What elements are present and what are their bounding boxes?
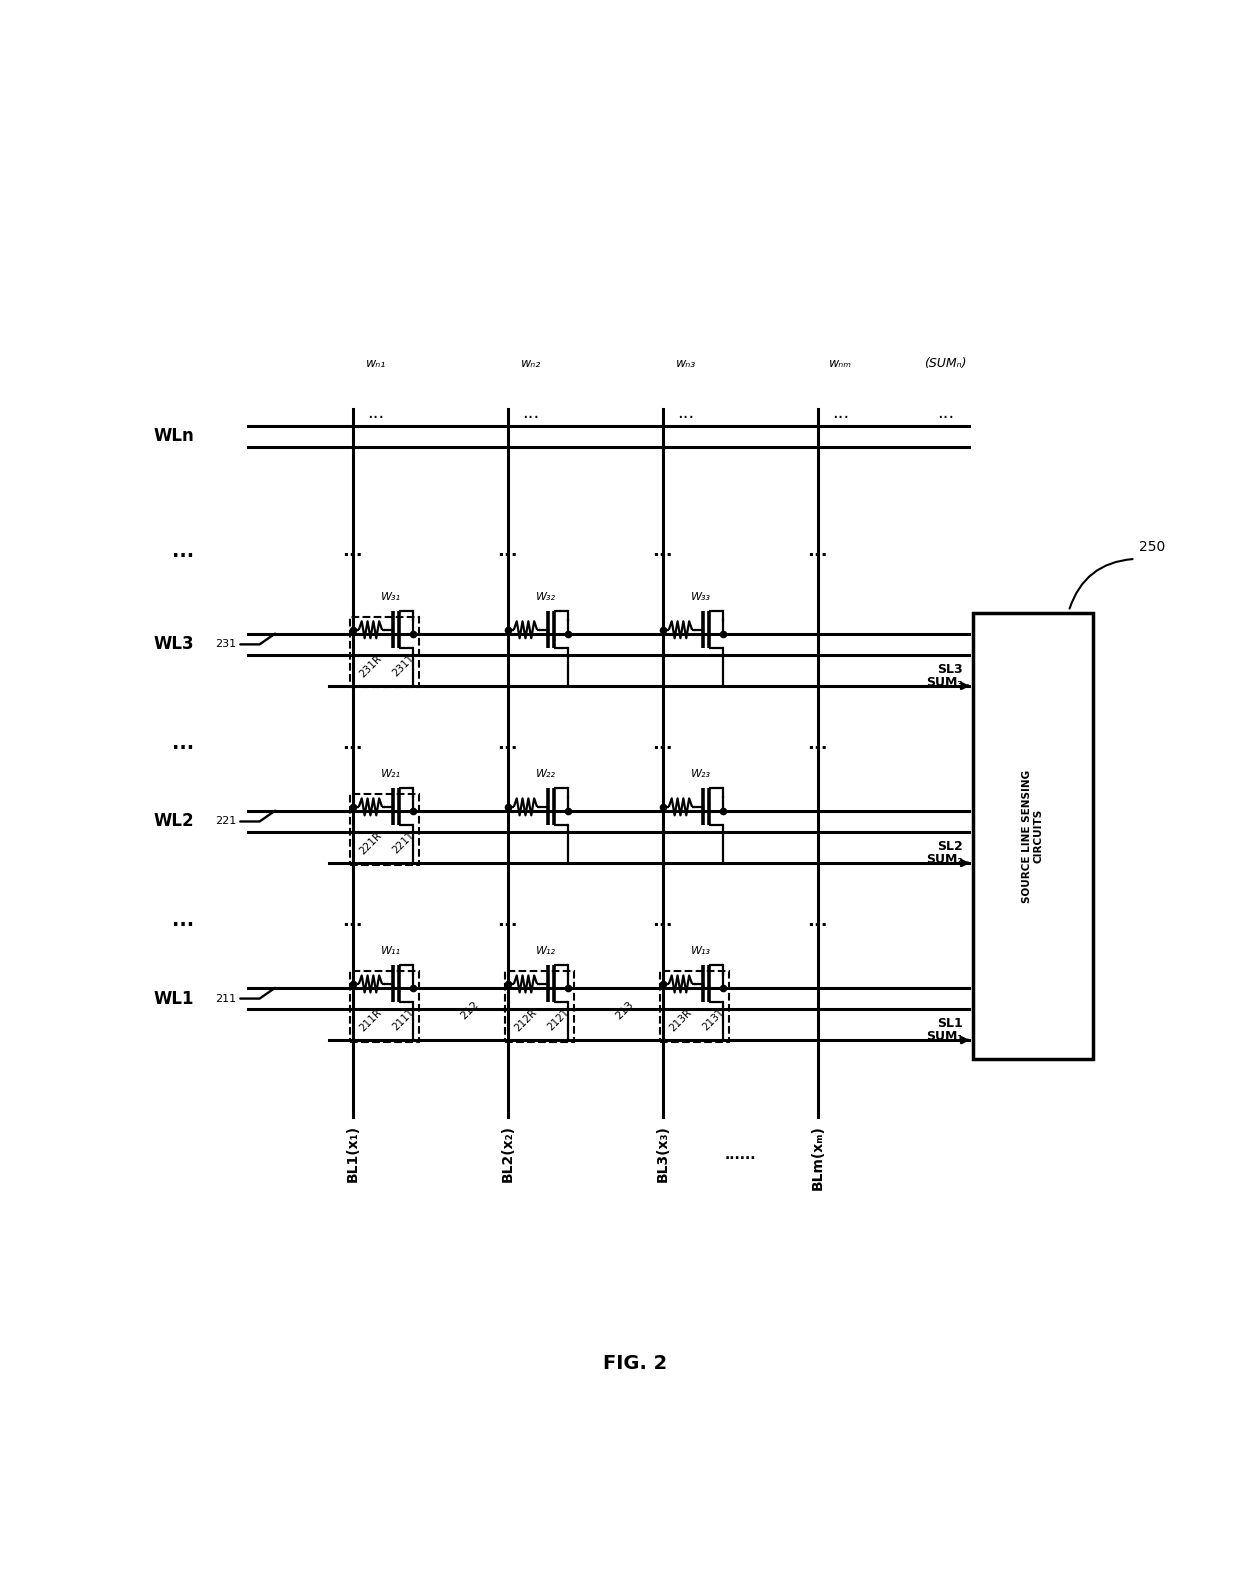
- Text: FIG. 2: FIG. 2: [604, 1354, 667, 1373]
- Text: 250: 250: [1140, 540, 1166, 554]
- Text: W₂₂: W₂₂: [537, 770, 557, 779]
- Bar: [350, 794, 419, 865]
- Text: ...: ...: [807, 912, 828, 930]
- Text: SOURCE LINE SENSING
CIRCUITS: SOURCE LINE SENSING CIRCUITS: [1022, 770, 1044, 903]
- Text: (SUMₙ): (SUMₙ): [924, 358, 967, 371]
- Text: 231R: 231R: [357, 653, 383, 680]
- Text: ...: ...: [522, 404, 539, 421]
- Text: WLn: WLn: [153, 428, 193, 445]
- Text: W₁₂: W₁₂: [537, 946, 557, 957]
- Text: ...: ...: [171, 911, 193, 930]
- Text: BLm(xₘ): BLm(xₘ): [811, 1125, 825, 1190]
- Text: wₙₘ: wₙₘ: [830, 358, 852, 371]
- Text: wₙ₂: wₙ₂: [521, 358, 541, 371]
- Text: BL2(x₂): BL2(x₂): [501, 1125, 515, 1182]
- Text: 231: 231: [216, 640, 237, 649]
- Text: W₂₃: W₂₃: [692, 770, 712, 779]
- Text: wₙ₁: wₙ₁: [366, 358, 386, 371]
- Text: ...: ...: [677, 404, 694, 421]
- Text: SL3: SL3: [937, 662, 962, 675]
- Text: ......: ......: [724, 1148, 756, 1163]
- Text: 212: 212: [459, 1000, 481, 1022]
- Text: SUM₃: SUM₃: [926, 676, 962, 689]
- Text: W₁₁: W₁₁: [382, 946, 402, 957]
- Text: W₁₃: W₁₃: [692, 946, 712, 957]
- Text: 211R: 211R: [357, 1007, 383, 1033]
- Text: WL1: WL1: [154, 990, 193, 1007]
- Text: ...: ...: [652, 912, 673, 930]
- Text: ...: ...: [652, 735, 673, 752]
- Text: ...: ...: [171, 735, 193, 754]
- Bar: [350, 971, 419, 1042]
- Text: 213: 213: [614, 1000, 635, 1022]
- Text: SUM₂: SUM₂: [926, 852, 962, 866]
- Text: 212R: 212R: [512, 1007, 538, 1033]
- Text: 213T: 213T: [701, 1007, 725, 1033]
- Text: BL1(x₁): BL1(x₁): [346, 1125, 360, 1182]
- Text: BL3(x₃): BL3(x₃): [656, 1125, 670, 1182]
- Text: 212T: 212T: [546, 1007, 570, 1033]
- Text: 213R: 213R: [667, 1007, 693, 1033]
- Text: ...: ...: [497, 912, 518, 930]
- Text: 221R: 221R: [357, 830, 383, 855]
- Bar: [660, 971, 729, 1042]
- Text: ...: ...: [497, 542, 518, 561]
- Text: 221: 221: [215, 816, 237, 827]
- Text: ...: ...: [652, 542, 673, 561]
- Text: W₃₃: W₃₃: [692, 592, 712, 602]
- Text: W₂₁: W₂₁: [382, 770, 402, 779]
- Text: 221T: 221T: [391, 830, 415, 855]
- Bar: [972, 613, 1092, 1060]
- Text: ...: ...: [367, 404, 384, 421]
- Text: SL2: SL2: [936, 840, 962, 852]
- Text: SL1: SL1: [936, 1017, 962, 1030]
- Text: ...: ...: [342, 735, 363, 752]
- Text: W₃₁: W₃₁: [382, 592, 402, 602]
- Bar: [505, 971, 574, 1042]
- Text: wₙ₃: wₙ₃: [676, 358, 696, 371]
- Text: ...: ...: [171, 542, 193, 561]
- Text: ...: ...: [832, 404, 849, 421]
- Text: 211: 211: [216, 993, 237, 1004]
- Bar: [350, 616, 419, 687]
- Text: ...: ...: [937, 404, 954, 421]
- Text: 231T: 231T: [391, 653, 415, 678]
- Text: WL3: WL3: [153, 635, 193, 653]
- Text: W₃₂: W₃₂: [537, 592, 557, 602]
- Text: ...: ...: [342, 542, 363, 561]
- Text: ...: ...: [497, 735, 518, 752]
- Text: ...: ...: [807, 735, 828, 752]
- Text: SUM₁: SUM₁: [926, 1030, 962, 1042]
- Text: ...: ...: [807, 542, 828, 561]
- Text: 211T: 211T: [391, 1007, 415, 1033]
- Text: WL2: WL2: [153, 813, 193, 830]
- Text: ...: ...: [342, 912, 363, 930]
